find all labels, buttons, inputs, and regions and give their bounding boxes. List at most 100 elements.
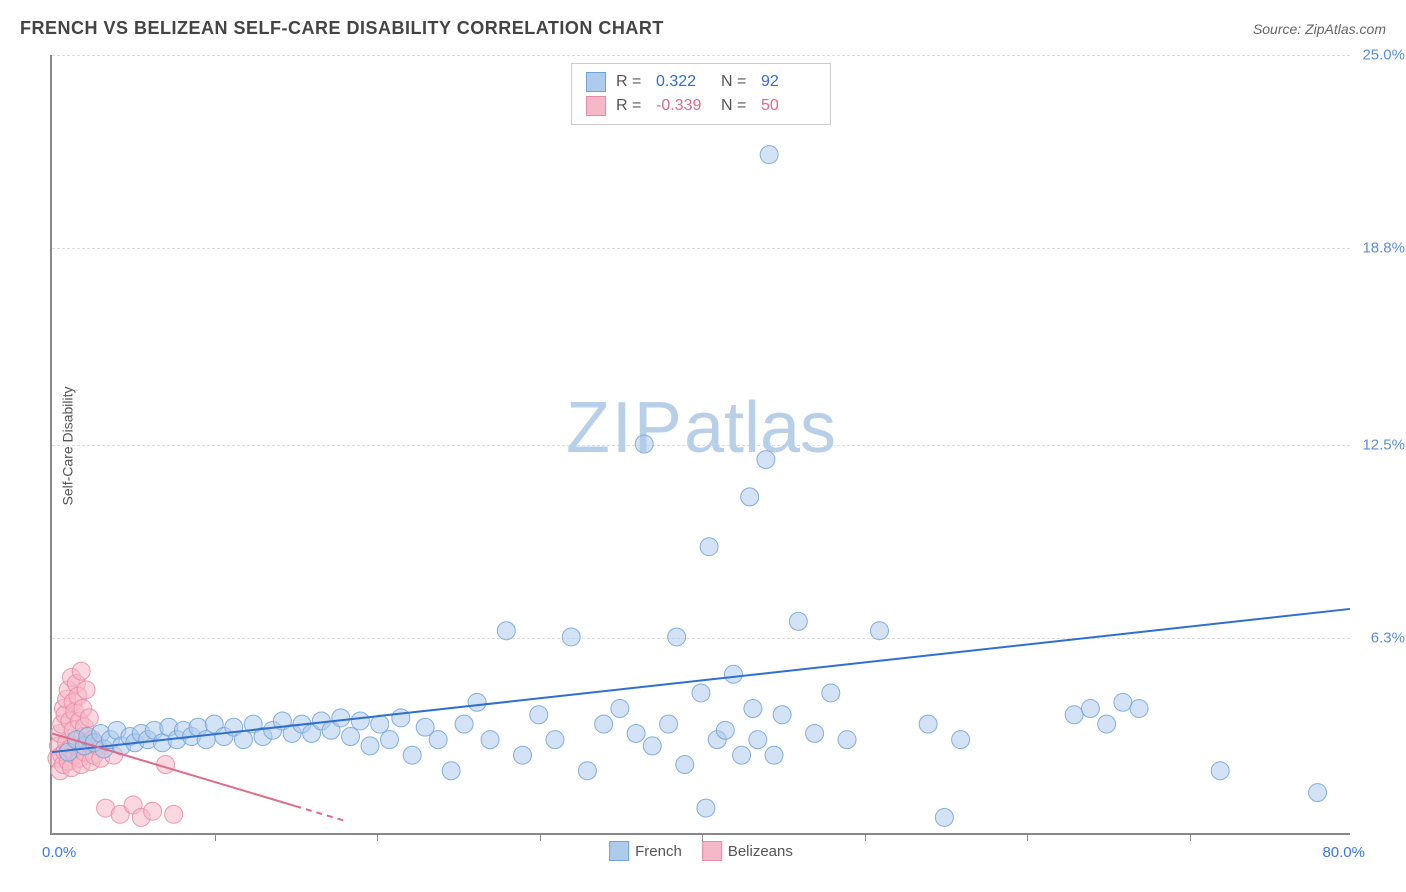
n-label: N = [721,73,751,91]
x-axis-min-label: 0.0% [42,844,76,861]
data-point [760,146,778,164]
r-value-belizeans: -0.339 [656,97,711,115]
data-point [700,538,718,556]
legend-stats-belizeans: R = -0.339 N = 50 [586,94,816,118]
data-point [1065,706,1083,724]
data-point [481,731,499,749]
legend-series: French Belizeans [609,841,793,861]
data-point [144,802,162,820]
data-point [822,684,840,702]
data-point [806,724,824,742]
data-point [870,622,888,640]
data-point [1211,762,1229,780]
data-point [724,665,742,683]
data-point [952,731,970,749]
data-point [234,731,252,749]
data-point [773,706,791,724]
chart-header: FRENCH VS BELIZEAN SELF-CARE DISABILITY … [20,18,1386,39]
x-tick [1027,833,1028,841]
data-point [627,724,645,742]
data-point [403,746,421,764]
data-point [455,715,473,733]
swatch-belizeans [586,96,606,116]
legend-label-belizeans: Belizeans [728,843,793,860]
data-point [716,721,734,739]
data-point [80,709,98,727]
data-point [468,693,486,711]
chart-source: Source: ZipAtlas.com [1253,21,1386,37]
r-value-french: 0.322 [656,73,711,91]
data-point [497,622,515,640]
x-tick [377,833,378,841]
data-point [919,715,937,733]
swatch-french [586,72,606,92]
n-value-french: 92 [761,73,816,91]
legend-label-french: French [635,843,682,860]
chart-area: ZIPatlas 6.3%12.5%18.8%25.0% 0.0% 80.0% … [50,55,1350,835]
data-point [789,612,807,630]
data-point [1309,784,1327,802]
r-label: R = [616,73,646,91]
data-point [332,709,350,727]
data-point [165,805,183,823]
data-point [697,799,715,817]
data-point [660,715,678,733]
n-value-belizeans: 50 [761,97,816,115]
data-point [361,737,379,755]
x-tick [702,833,703,841]
y-tick-label: 6.3% [1371,630,1405,647]
x-tick [540,833,541,841]
swatch-french [609,841,629,861]
regression-line-dashed [295,806,344,821]
y-tick-label: 12.5% [1362,437,1405,454]
y-tick-label: 18.8% [1362,240,1405,257]
data-point [692,684,710,702]
x-axis-max-label: 80.0% [1322,844,1365,861]
data-point [643,737,661,755]
legend-item-belizeans: Belizeans [702,841,793,861]
n-label: N = [721,97,751,115]
swatch-belizeans [702,841,722,861]
data-point [351,712,369,730]
data-point [1098,715,1116,733]
x-tick [865,833,866,841]
data-point [371,715,389,733]
data-point [749,731,767,749]
x-tick [1190,833,1191,841]
data-point [741,488,759,506]
data-point [635,435,653,453]
plot-svg [52,55,1350,833]
data-point [838,731,856,749]
data-point [611,700,629,718]
r-label: R = [616,97,646,115]
data-point [578,762,596,780]
legend-stats-french: R = 0.322 N = 92 [586,70,816,94]
data-point [72,662,90,680]
data-point [1114,693,1132,711]
legend-stats: R = 0.322 N = 92 R = -0.339 N = 50 [571,63,831,125]
data-point [757,451,775,469]
data-point [442,762,460,780]
data-point [595,715,613,733]
data-point [935,808,953,826]
legend-item-french: French [609,841,682,861]
data-point [380,731,398,749]
data-point [342,728,360,746]
data-point [744,700,762,718]
data-point [562,628,580,646]
data-point [514,746,532,764]
data-point [1130,700,1148,718]
data-point [429,731,447,749]
data-point [676,756,694,774]
data-point [77,681,95,699]
data-point [765,746,783,764]
y-tick-label: 25.0% [1362,47,1405,64]
data-point [668,628,686,646]
x-tick [215,833,216,841]
data-point [530,706,548,724]
regression-line [52,609,1350,752]
chart-title: FRENCH VS BELIZEAN SELF-CARE DISABILITY … [20,18,664,39]
data-point [733,746,751,764]
data-point [1081,700,1099,718]
data-point [546,731,564,749]
